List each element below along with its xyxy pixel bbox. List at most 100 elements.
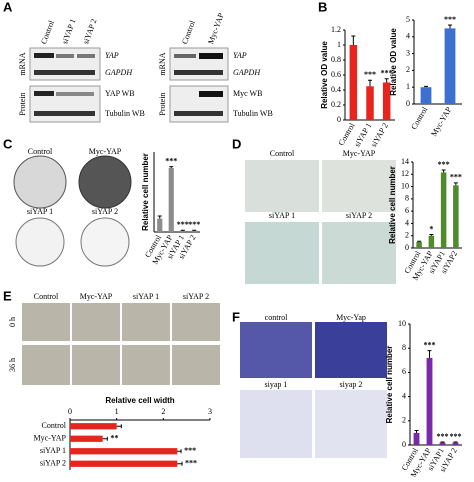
blot-band: [56, 54, 74, 58]
significance: ***: [364, 70, 376, 79]
y-tick-label: 6: [405, 206, 409, 215]
x-axis-label: Relative cell width: [105, 396, 174, 405]
image-label: Myc-Yap: [336, 313, 366, 322]
y-tick-label: 0.8: [331, 55, 341, 64]
image-label: Control: [34, 292, 59, 301]
significance: ***: [165, 156, 177, 165]
blot-column-label: Myc-YAP: [206, 11, 226, 45]
y-tick-label: Control: [42, 421, 67, 430]
y-tick-label: 12: [401, 169, 409, 178]
transwell-image: [240, 390, 312, 458]
y-tick-label: 10: [401, 181, 409, 190]
blot-frame: [29, 47, 101, 81]
significance: ***: [450, 432, 462, 441]
invasion-image: [322, 222, 396, 284]
transwell-image: [315, 322, 387, 378]
significance: ***: [381, 69, 393, 78]
bar: [440, 172, 447, 248]
invasion-image: [322, 160, 396, 212]
row-label: 0 h: [8, 317, 17, 327]
bar: [413, 432, 420, 445]
y-tick-label: 8: [402, 343, 406, 352]
blot-band: [174, 70, 223, 75]
x-tick-label: 2: [161, 407, 165, 416]
image-label: Myc-YAP: [343, 149, 376, 158]
blot-band-label: Tubulin WB: [233, 109, 273, 118]
x-tick-label: 0: [68, 407, 72, 416]
blot-section-label: Protein: [158, 92, 167, 115]
y-tick-label: 1.2: [331, 25, 341, 34]
y-tick-label: 2: [406, 65, 410, 74]
image-label: siYAP 2: [92, 207, 118, 216]
panel-label: A: [3, 0, 13, 14]
y-tick-label: 0: [406, 99, 410, 108]
wound-images: [22, 303, 220, 385]
y-tick-label: 1: [337, 40, 341, 49]
bar: [70, 435, 103, 442]
y-tick-label: 0: [405, 243, 409, 252]
bar: [428, 235, 435, 248]
bar: [191, 230, 197, 232]
bar: [426, 357, 433, 445]
image-label: siYAP 2: [183, 292, 209, 301]
y-axis-label: Relative OD value: [320, 41, 329, 109]
significance: ***: [184, 446, 196, 455]
y-tick-label: 5: [406, 15, 410, 24]
image-label: Myc-YAP: [89, 147, 122, 156]
transwell-image: [240, 322, 312, 378]
bar: [349, 45, 358, 120]
panel-label: D: [232, 136, 241, 151]
bar: [439, 442, 446, 445]
y-tick-label: 6: [402, 367, 406, 376]
bar: [382, 82, 391, 120]
blot-band-label: YAP WB: [105, 89, 135, 98]
x-tick-label: Myc-YAP: [429, 105, 453, 138]
significance: ***: [438, 160, 450, 169]
y-tick-label: 4: [406, 32, 410, 41]
blot-section-label: mRNA: [158, 52, 167, 75]
y-tick-label: 3: [406, 48, 410, 57]
x-tick-label: 1: [115, 407, 119, 416]
significance: ***: [444, 15, 456, 24]
blot-frame: [169, 47, 229, 81]
blot-band-label: Myc WB: [233, 89, 262, 98]
bar: [366, 86, 374, 120]
y-axis-label: Relative OD value: [389, 28, 398, 96]
bar: [70, 423, 117, 430]
bar: [168, 168, 174, 232]
y-tick-label: 8: [405, 194, 409, 203]
image-label: control: [265, 313, 288, 322]
blot-column-label: Control: [39, 19, 56, 46]
significance: ***: [437, 432, 449, 441]
y-axis-label: Relative cell number: [385, 346, 394, 424]
y-tick-label: 4: [405, 218, 409, 227]
blot-band: [199, 91, 223, 97]
blot-band: [34, 91, 54, 96]
y-tick-label: siYAP 2: [40, 459, 66, 468]
transwell-image: [315, 390, 387, 458]
blot-band: [34, 53, 54, 58]
significance: ***: [424, 340, 436, 349]
blot-band-label: GAPDH: [105, 68, 133, 77]
y-tick-label: Myc-YAP: [34, 434, 67, 443]
colony-dish: [15, 217, 65, 267]
significance: **: [110, 434, 118, 443]
bar: [70, 460, 178, 467]
y-tick-label: 0.6: [331, 70, 341, 79]
bar: [420, 87, 432, 104]
image-label: siYAP 1: [27, 207, 53, 216]
y-tick-label: 0.4: [331, 85, 341, 94]
bar: [453, 185, 459, 248]
invasion-image: [245, 160, 319, 212]
panel-label: F: [232, 309, 240, 324]
blot-column-label: siYAP 2: [81, 18, 98, 46]
blot-band: [56, 92, 94, 96]
blot-band-label: YAP: [233, 51, 247, 60]
blot-section-label: Protein: [18, 92, 27, 115]
panel-label: E: [3, 288, 12, 303]
y-tick-label: siYAP 1: [40, 446, 66, 455]
y-tick-label: 1: [406, 82, 410, 91]
image-label: Control: [270, 149, 295, 158]
blot-band: [174, 54, 196, 58]
